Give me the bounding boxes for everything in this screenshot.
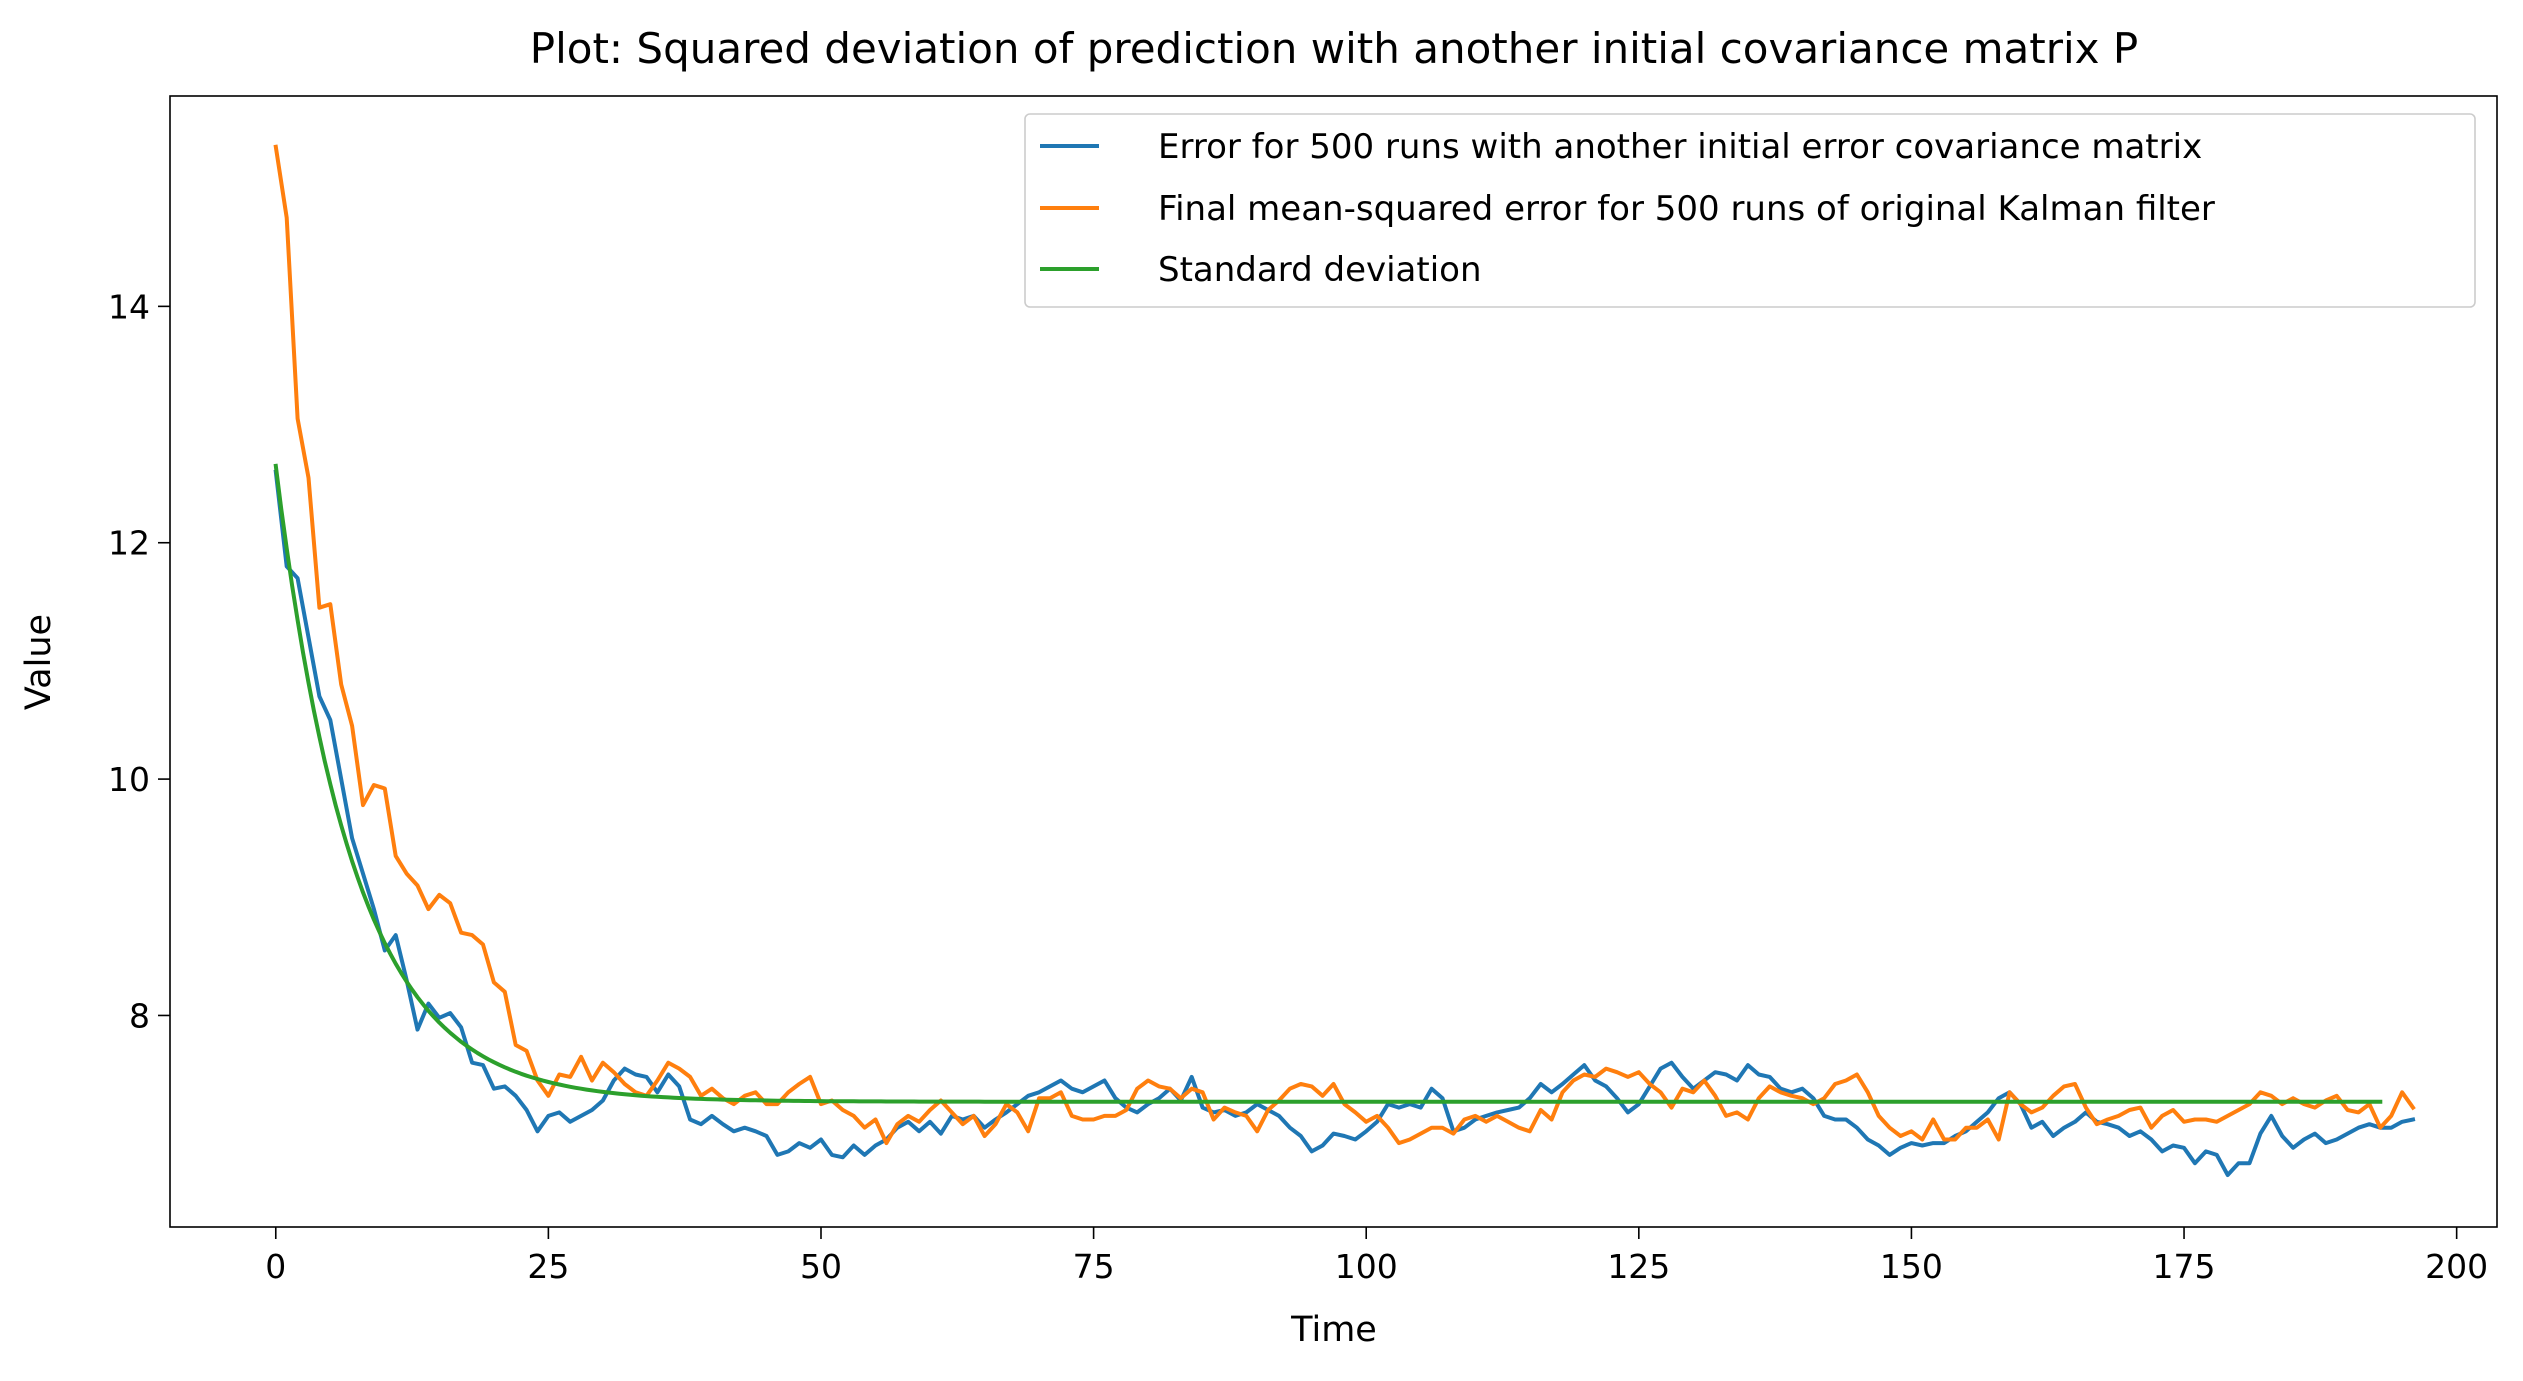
x-tick-label: 175 [2153, 1247, 2216, 1286]
y-axis-label: Value [19, 614, 59, 710]
legend-label-final-mse: Final mean-squared error for 500 runs of… [1158, 189, 2215, 229]
x-tick-label: 0 [265, 1247, 286, 1286]
x-tick-label: 125 [1607, 1247, 1670, 1286]
x-axis-ticks: 0 25 50 75 100 125 150 175 200 [265, 1227, 2488, 1286]
legend-box [1024, 113, 2476, 308]
x-tick-label: 50 [800, 1247, 842, 1286]
x-tick-label: 200 [2425, 1247, 2488, 1286]
x-tick-label: 75 [1073, 1247, 1115, 1286]
legend-label-standard-deviation: Standard deviation [1158, 250, 1482, 290]
x-tick-label: 25 [527, 1247, 569, 1286]
series-line-error [273, 469, 2416, 1177]
y-axis-ticks: 8 10 12 14 [108, 287, 170, 1035]
legend: Error for 500 runs with another initial … [1024, 113, 2476, 308]
y-tick-label: 12 [108, 524, 150, 563]
axes-frame [169, 95, 2498, 1228]
series-line-standard-deviation [273, 463, 2383, 1104]
x-axis-label: Time [1290, 1310, 1377, 1350]
series-lines [273, 144, 2416, 1177]
legend-label-error: Error for 500 runs with another initial … [1158, 127, 2202, 167]
series-line-final-mse [273, 144, 2416, 1146]
x-tick-label: 100 [1335, 1247, 1398, 1286]
chart-title: Plot: Squared deviation of prediction wi… [530, 24, 2138, 73]
y-tick-label: 8 [129, 996, 150, 1035]
x-tick-label: 150 [1880, 1247, 1943, 1286]
y-tick-label: 10 [108, 760, 150, 799]
y-tick-label: 14 [108, 287, 150, 326]
